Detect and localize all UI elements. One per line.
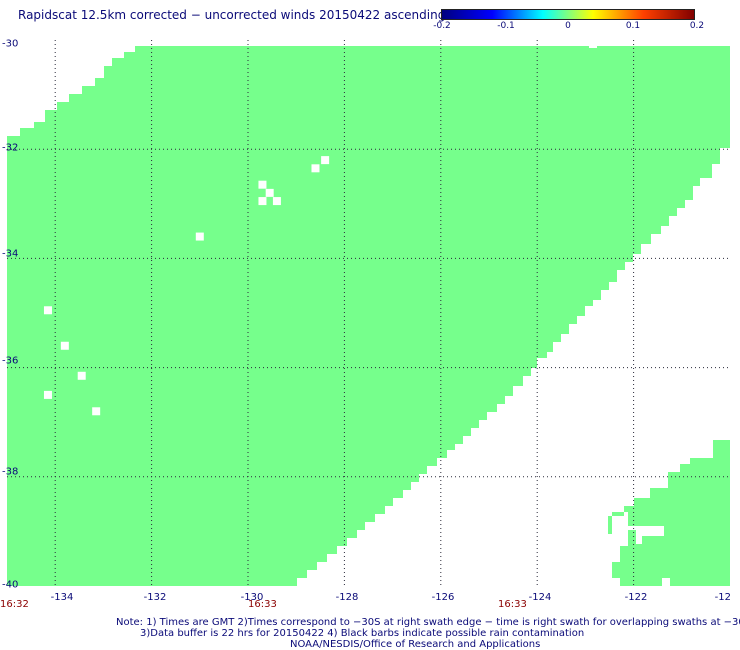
missing-data-cell (43, 306, 52, 315)
footnote-line-2: 3)Data buffer is 22 hrs for 20150422 4) … (140, 628, 585, 639)
missing-data-layer (43, 156, 330, 416)
colorbar-tick-label: -0.1 (497, 21, 515, 31)
time-label: 16:33 (248, 599, 277, 610)
missing-data-cell (258, 197, 267, 206)
swath-main (7, 46, 730, 586)
lon-label: -134 (50, 592, 74, 603)
lat-label: -36 (2, 355, 19, 367)
lon-label: -124 (528, 592, 552, 603)
lon-label: -130 (240, 592, 264, 603)
footnote-line-3: NOAA/NESDIS/Office of Research and Appli… (290, 639, 541, 650)
missing-data-cell (258, 180, 267, 189)
lon-label: -132 (143, 592, 167, 603)
colorbar-tick-label: -0.2 (433, 21, 451, 31)
swath-layer (7, 46, 730, 586)
missing-data-cell (77, 371, 86, 380)
lat-label: -38 (2, 466, 19, 478)
missing-data-cell (321, 156, 330, 165)
time-label: 16:32 (0, 599, 29, 610)
lat-label: -32 (2, 142, 19, 154)
time-label: 16:33 (498, 599, 527, 610)
missing-data-cell (272, 197, 281, 206)
missing-data-cell (195, 232, 204, 241)
lat-label: -40 (2, 579, 19, 591)
footnote-line-1: Note: 1) Times are GMT 2)Times correspon… (116, 617, 740, 628)
lon-label: -120 (714, 592, 738, 603)
colorbar (441, 9, 695, 20)
colorbar-tick-label: 0 (565, 21, 571, 31)
missing-data-cell (60, 341, 69, 350)
colorbar-tick-label: 0.1 (625, 21, 641, 31)
missing-data-cell (311, 164, 320, 173)
lon-label: -126 (431, 592, 455, 603)
graticule (7, 40, 730, 586)
lon-label: -128 (335, 592, 359, 603)
map-title: Rapidscat 12.5km corrected − uncorrected… (18, 8, 446, 22)
missing-data-cell (43, 390, 52, 399)
lon-label: -122 (624, 592, 648, 603)
swath-patch (608, 440, 730, 586)
missing-data-cell (265, 188, 274, 197)
lat-label: -30 (2, 38, 19, 50)
lat-label: -34 (2, 248, 19, 260)
colorbar-tick-label: 0.2 (689, 21, 705, 31)
missing-data-cell (92, 407, 101, 416)
